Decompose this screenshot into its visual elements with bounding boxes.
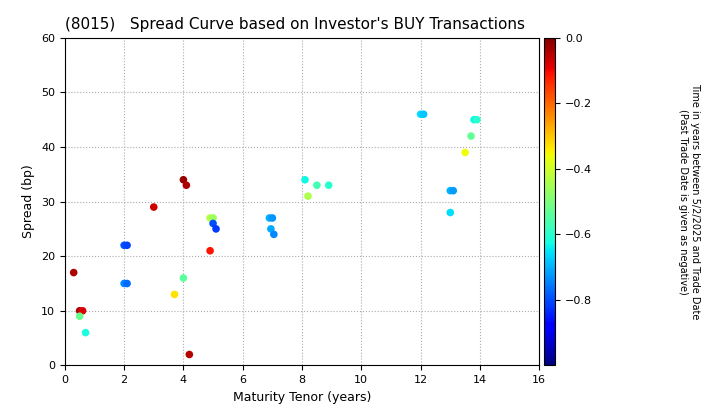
- Point: [204, 215, 216, 221]
- Point: [415, 111, 426, 118]
- Point: [77, 307, 89, 314]
- Text: (8015)   Spread Curve based on Investor's BUY Transactions: (8015) Spread Curve based on Investor's …: [65, 18, 525, 32]
- X-axis label: Maturity Tenor (years): Maturity Tenor (years): [233, 391, 372, 404]
- Point: [471, 116, 482, 123]
- Point: [207, 220, 219, 227]
- Y-axis label: Spread (bp): Spread (bp): [22, 165, 35, 239]
- Point: [181, 182, 192, 189]
- Point: [178, 176, 189, 183]
- Point: [68, 269, 79, 276]
- Point: [74, 307, 86, 314]
- Point: [178, 275, 189, 281]
- Point: [268, 231, 279, 238]
- Point: [448, 187, 459, 194]
- Point: [418, 111, 429, 118]
- Point: [444, 187, 456, 194]
- Point: [210, 226, 222, 232]
- Point: [118, 242, 130, 249]
- Point: [444, 209, 456, 216]
- Point: [121, 280, 132, 287]
- Y-axis label: Time in years between 5/2/2025 and Trade Date
(Past Trade Date is given as negat: Time in years between 5/2/2025 and Trade…: [678, 84, 700, 320]
- Point: [266, 215, 278, 221]
- Point: [323, 182, 335, 189]
- Point: [311, 182, 323, 189]
- Point: [80, 329, 91, 336]
- Point: [168, 291, 180, 298]
- Point: [468, 116, 480, 123]
- Point: [207, 215, 219, 221]
- Point: [459, 149, 471, 156]
- Point: [264, 215, 275, 221]
- Point: [121, 242, 132, 249]
- Point: [302, 193, 314, 199]
- Point: [465, 133, 477, 139]
- Point: [204, 247, 216, 254]
- Point: [300, 176, 311, 183]
- Point: [184, 351, 195, 358]
- Point: [265, 226, 276, 232]
- Point: [74, 313, 86, 320]
- Point: [148, 204, 160, 210]
- Point: [118, 280, 130, 287]
